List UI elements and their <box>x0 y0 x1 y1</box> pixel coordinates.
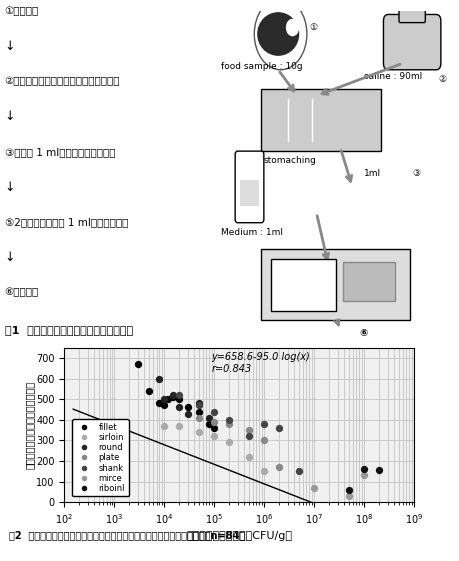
round <box>205 413 213 422</box>
Circle shape <box>254 0 306 70</box>
plate <box>245 426 252 435</box>
Bar <box>240 181 258 206</box>
Ellipse shape <box>257 13 298 55</box>
Text: Medium : 1ml: Medium : 1ml <box>220 228 282 237</box>
riboinl <box>345 485 352 494</box>
Legend: fillet, sirloin, round, plate, shank, mirce, riboinl: fillet, sirloin, round, plate, shank, mi… <box>72 419 128 496</box>
Text: y=658.6-95.0 log(x)
r=0.843: y=658.6-95.0 log(x) r=0.843 <box>211 352 309 374</box>
riboinl <box>359 465 367 473</box>
sirloin <box>195 427 202 436</box>
shank <box>225 415 232 424</box>
Text: food sample : 10g: food sample : 10g <box>220 62 302 71</box>
round <box>184 409 191 418</box>
fillet <box>210 424 218 433</box>
Text: saline : 90ml: saline : 90ml <box>364 72 422 81</box>
round <box>195 399 202 408</box>
FancyBboxPatch shape <box>342 262 395 301</box>
Text: ⑥測定開始: ⑥測定開始 <box>5 287 39 297</box>
Text: stomaching: stomaching <box>263 157 316 165</box>
riboinl <box>375 466 382 475</box>
FancyBboxPatch shape <box>398 10 425 22</box>
Text: ③試験薬 1 mlを測定用セルに投入: ③試験薬 1 mlを測定用セルに投入 <box>5 147 115 157</box>
Y-axis label: 酸素電極法による判定時間（分）: 酸素電極法による判定時間（分） <box>25 381 35 469</box>
Text: ⑥: ⑥ <box>359 328 367 338</box>
round <box>175 403 183 412</box>
shank <box>295 467 302 476</box>
Text: ③: ③ <box>411 169 420 178</box>
plate <box>225 420 232 429</box>
sirloin <box>160 421 168 430</box>
mirce <box>359 471 367 480</box>
fillet <box>175 395 183 404</box>
fillet <box>169 393 176 402</box>
sirloin <box>225 438 232 447</box>
Text: ↓: ↓ <box>5 251 15 264</box>
fillet <box>164 395 172 404</box>
plate <box>210 417 218 426</box>
Text: ↓: ↓ <box>5 40 15 53</box>
Text: ①: ① <box>308 23 317 32</box>
Text: ↓: ↓ <box>5 181 15 194</box>
shank <box>275 424 282 433</box>
Text: ②生理食塩水を加えてストマッカー処理: ②生理食塩水を加えてストマッカー処理 <box>5 76 120 86</box>
shank <box>260 420 267 429</box>
mirce <box>345 491 352 500</box>
sirloin <box>260 467 267 476</box>
fillet <box>205 420 213 429</box>
Text: 図2  一般生菌数の測定における酸素電極法と従来法の比較（試料：牛肉、n=84）: 図2 一般生菌数の測定における酸素電極法と従来法の比較（試料：牛肉、n=84） <box>9 530 245 540</box>
FancyBboxPatch shape <box>270 259 335 311</box>
Text: ④: ④ <box>292 273 300 283</box>
FancyBboxPatch shape <box>235 151 263 223</box>
round <box>156 374 163 383</box>
Text: ⑤2倍濃度液体培地 1 mlをセルに投入: ⑤2倍濃度液体培地 1 mlをセルに投入 <box>5 217 128 227</box>
round <box>169 390 176 399</box>
Text: 図1  酸素電極法による一般生菌数の測定: 図1 酸素電極法による一般生菌数の測定 <box>5 325 133 334</box>
shank <box>245 432 252 441</box>
FancyBboxPatch shape <box>261 89 380 151</box>
plate <box>195 413 202 422</box>
Text: ②: ② <box>437 75 446 84</box>
shank <box>210 407 218 416</box>
sirloin <box>210 432 218 441</box>
fillet <box>160 401 168 410</box>
fillet <box>195 407 202 416</box>
FancyBboxPatch shape <box>261 249 409 320</box>
Text: 1ml: 1ml <box>364 169 381 178</box>
plate <box>260 436 267 445</box>
round <box>160 395 168 404</box>
fillet <box>145 387 152 396</box>
sirloin <box>245 452 252 461</box>
X-axis label: 一般生菌数（従来法、CFU/g）: 一般生菌数（従来法、CFU/g） <box>186 531 291 541</box>
fillet <box>156 399 163 408</box>
mirce <box>310 483 317 492</box>
Circle shape <box>286 20 298 36</box>
Text: ↓: ↓ <box>5 110 15 123</box>
fillet <box>184 403 191 412</box>
Text: ①試料採取: ①試料採取 <box>5 6 39 16</box>
FancyBboxPatch shape <box>383 15 440 70</box>
plate <box>275 463 282 472</box>
shank <box>195 401 202 410</box>
fillet <box>134 360 141 369</box>
shank <box>175 390 183 399</box>
sirloin <box>175 421 183 430</box>
